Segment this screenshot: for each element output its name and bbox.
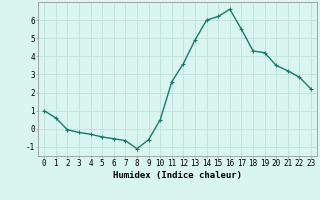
X-axis label: Humidex (Indice chaleur): Humidex (Indice chaleur) [113, 171, 242, 180]
